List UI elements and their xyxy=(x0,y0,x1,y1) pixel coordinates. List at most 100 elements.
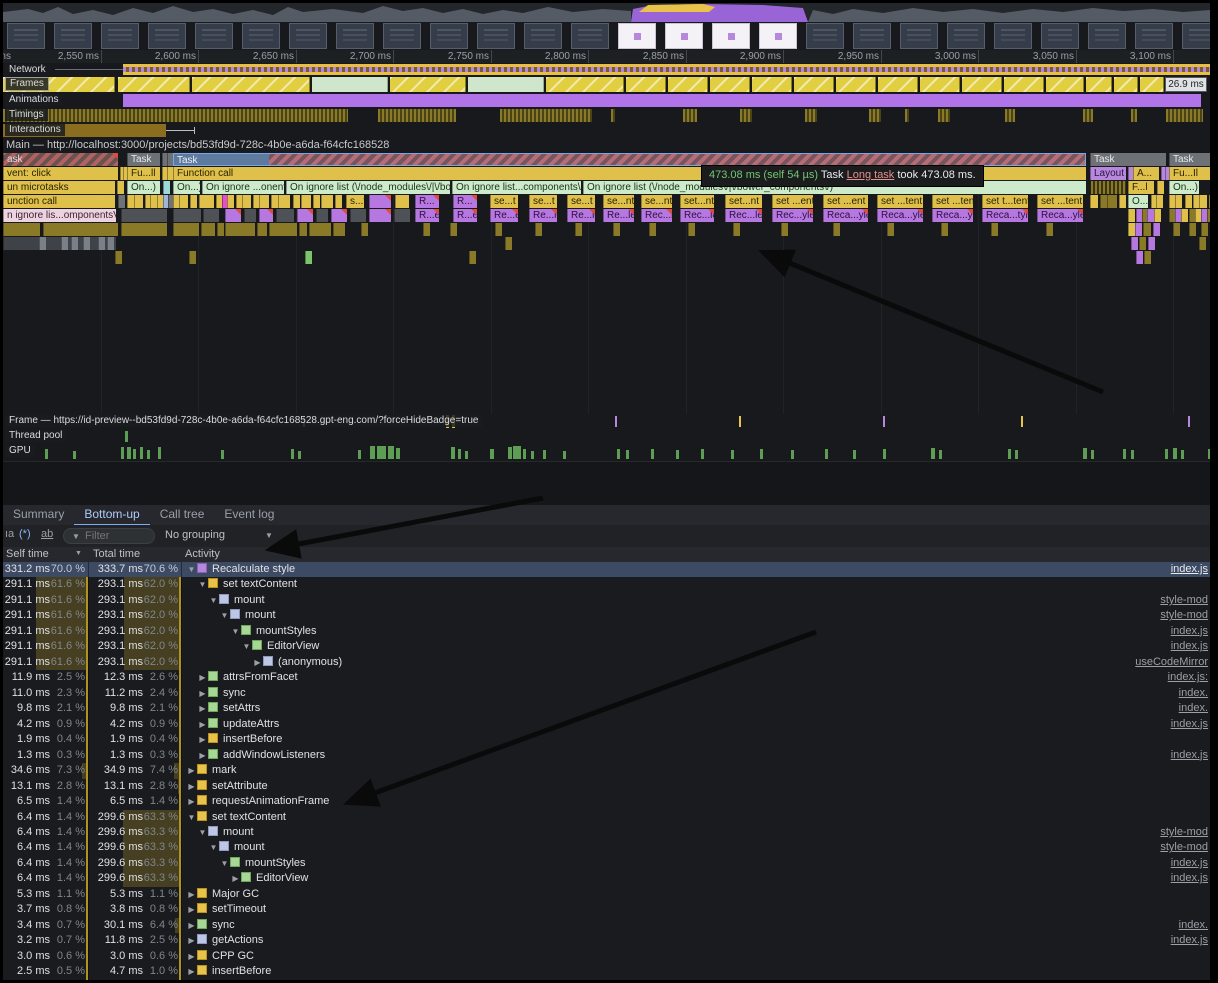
flame-block[interactable]: set ...tent xyxy=(932,195,973,208)
source-link[interactable]: style-mod xyxy=(1160,609,1208,622)
flame-block[interactable] xyxy=(1189,209,1196,222)
flame-block[interactable]: se...nt xyxy=(603,195,634,208)
flame-block[interactable] xyxy=(107,237,114,250)
flame-block[interactable]: On...) xyxy=(173,181,200,194)
filmstrip-thumbnail[interactable] xyxy=(524,23,562,49)
flame-block[interactable] xyxy=(278,195,290,208)
grouping-select[interactable]: No grouping xyxy=(165,529,225,541)
flame-block[interactable] xyxy=(369,195,391,208)
expand-arrow-icon[interactable]: ▶ xyxy=(199,704,206,714)
interactions-track[interactable]: Interactions xyxy=(3,123,1210,139)
flame-block[interactable]: Reca...yle xyxy=(932,209,973,222)
flame-block[interactable] xyxy=(505,237,512,250)
flame-block[interactable] xyxy=(201,223,215,236)
table-row[interactable]: 291.1 ms 61.6 % 293.1 ms 62.0 % ▶ (anonymous)… xyxy=(3,654,1210,671)
source-link[interactable]: index. xyxy=(1178,918,1208,931)
frames-track[interactable]: Frames 26.9 ms xyxy=(3,76,1210,94)
collapse-arrow-icon[interactable]: ▼ xyxy=(198,827,207,837)
table-row[interactable]: 6.4 ms 1.4 % 299.6 ms 63.3 % ▼ set textConten… xyxy=(3,809,1210,825)
flame-block[interactable] xyxy=(1139,237,1146,250)
collapse-arrow-icon[interactable]: ▼ xyxy=(231,626,240,636)
filmstrip-thumbnail[interactable] xyxy=(900,23,938,49)
flame-block[interactable] xyxy=(1165,167,1172,180)
table-row[interactable]: 6.4 ms 1.4 % 299.6 ms 63.3 % ▶ EditorView inde… xyxy=(3,871,1210,887)
flame-block[interactable]: Rec...le xyxy=(641,209,672,222)
flame-block[interactable] xyxy=(301,195,311,208)
filmstrip-thumbnail[interactable] xyxy=(430,23,468,49)
timing-marks[interactable] xyxy=(1083,109,1093,122)
filmstrip-thumbnail[interactable] xyxy=(759,23,797,49)
flame-block[interactable] xyxy=(1136,209,1143,222)
flame-block[interactable]: se...t xyxy=(490,195,518,208)
timing-marks[interactable] xyxy=(611,109,615,122)
frame-block[interactable] xyxy=(794,77,834,92)
table-row[interactable]: 6.4 ms 1.4 % 299.6 ms 63.3 % ▼ mount style-mod xyxy=(3,824,1210,841)
tab-summary[interactable]: Summary xyxy=(13,507,65,521)
flame-block[interactable] xyxy=(1199,195,1207,208)
expand-arrow-icon[interactable]: ▶ xyxy=(188,951,195,961)
flame-block[interactable] xyxy=(121,209,167,222)
flame-block[interactable] xyxy=(227,195,234,208)
flame-block[interactable] xyxy=(1189,223,1196,236)
flame-block[interactable] xyxy=(313,195,320,208)
flame-block[interactable] xyxy=(162,167,169,180)
flame-block[interactable] xyxy=(1169,195,1176,208)
flame-block[interactable] xyxy=(203,209,219,222)
frame-block[interactable] xyxy=(1086,77,1112,92)
flame-block[interactable] xyxy=(236,195,243,208)
expand-arrow-icon[interactable]: ▶ xyxy=(188,766,195,776)
flame-block[interactable]: Reca...yle xyxy=(823,209,868,222)
flame-block[interactable] xyxy=(991,223,998,236)
flame-block[interactable] xyxy=(179,195,188,208)
col-total-time[interactable]: Total time xyxy=(93,548,141,560)
flame-block[interactable]: A... xyxy=(1133,167,1159,180)
flame-block[interactable]: set ...ent xyxy=(823,195,868,208)
flame-block[interactable]: vent: click xyxy=(3,167,118,180)
flame-block[interactable]: Layout xyxy=(1090,167,1126,180)
filter-input[interactable] xyxy=(82,529,143,543)
flame-block[interactable] xyxy=(309,223,331,236)
flame-block[interactable] xyxy=(1144,251,1151,264)
match-case-toggle[interactable]: ıa xyxy=(5,528,15,540)
flame-block[interactable]: set ...tent xyxy=(877,195,923,208)
flame-block[interactable] xyxy=(117,181,124,194)
main-thread-header[interactable]: Main — http://localhost:3000/projects/bd… xyxy=(3,138,1210,153)
flame-block[interactable] xyxy=(649,223,656,236)
flame-block[interactable] xyxy=(1173,223,1180,236)
flame-block[interactable]: Reca...tyle xyxy=(982,209,1028,222)
flame-block[interactable] xyxy=(259,195,269,208)
frame-block[interactable] xyxy=(752,77,792,92)
collapse-arrow-icon[interactable]: ▼ xyxy=(187,565,196,574)
source-link[interactable]: style-mod xyxy=(1160,825,1208,838)
flame-block[interactable] xyxy=(395,195,409,208)
timings-track[interactable]: Timings xyxy=(3,108,1210,124)
gpu-track[interactable]: GPU xyxy=(3,444,1210,462)
filmstrip-thumbnail[interactable] xyxy=(242,23,280,49)
flame-block[interactable] xyxy=(1156,195,1163,208)
flame-block[interactable] xyxy=(1209,195,1210,208)
source-link[interactable]: useCodeMirror xyxy=(1135,655,1208,668)
expand-arrow-icon[interactable]: ▶ xyxy=(199,688,206,698)
flame-block[interactable]: se...t xyxy=(567,195,595,208)
flame-block[interactable] xyxy=(1090,195,1098,208)
flame-block[interactable]: Reca...yle xyxy=(877,209,923,222)
flame-block[interactable] xyxy=(1100,195,1107,208)
flame-block[interactable] xyxy=(1169,209,1176,222)
source-link[interactable]: index.js xyxy=(1170,934,1208,947)
flame-block[interactable] xyxy=(1195,209,1202,222)
flame-block[interactable] xyxy=(71,237,78,250)
sort-arrow-icon[interactable]: ▼ xyxy=(75,550,82,557)
filmstrip-thumbnail[interactable] xyxy=(1182,23,1210,49)
filmstrip-thumbnail[interactable] xyxy=(806,23,844,49)
frame-block[interactable] xyxy=(468,77,544,92)
animation-bar[interactable] xyxy=(123,94,1201,107)
table-row[interactable]: 6.4 ms 1.4 % 299.6 ms 63.3 % ▼ mount style-mod xyxy=(3,840,1210,856)
flame-block[interactable] xyxy=(167,153,174,166)
flame-block[interactable] xyxy=(253,195,260,208)
filmstrip-thumbnail[interactable] xyxy=(994,23,1032,49)
timing-marks[interactable] xyxy=(1166,109,1203,122)
flame-block[interactable] xyxy=(1143,223,1151,236)
table-row[interactable]: 3.7 ms 0.8 % 3.8 ms 0.8 % ▶ setTimeout xyxy=(3,902,1210,918)
flame-block[interactable] xyxy=(450,223,457,236)
flame-block[interactable] xyxy=(162,153,169,166)
